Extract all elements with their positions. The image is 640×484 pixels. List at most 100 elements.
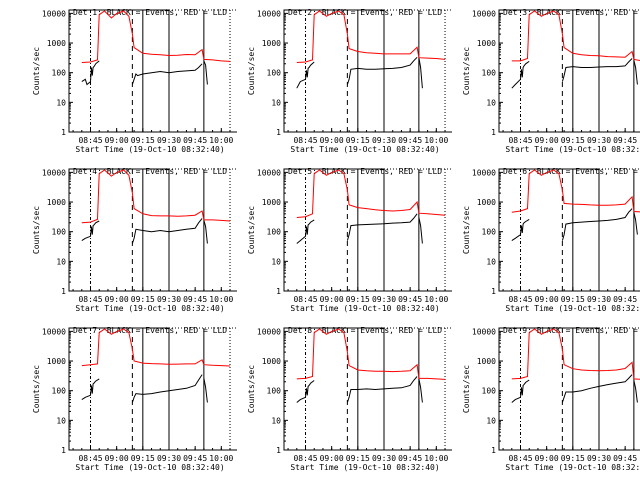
- x-tick-label: 09:45: [183, 295, 207, 304]
- panel-title: Det 4: BLACK = Events, RED = LLD: [73, 167, 227, 176]
- y-tick-label: 1000: [47, 357, 66, 366]
- x-tick-label: 08:45: [293, 295, 317, 304]
- events-series-line-2: [561, 58, 633, 82]
- events-series-line-1: [81, 378, 100, 401]
- x-axis-label: Start Time (19-Oct-10 08:32:40): [505, 145, 640, 154]
- x-tick-label: 08:45: [508, 454, 532, 463]
- y-tick-label: 10: [56, 257, 66, 266]
- x-tick-label: 09:15: [561, 136, 585, 145]
- x-tick-label: 09:45: [183, 136, 207, 145]
- y-tick-label: 10: [486, 257, 496, 266]
- y-tick-label: 1: [61, 287, 66, 296]
- detector-panel-6: 1 10 100 1000 10000 Counts/sec 08:45 09:00 09:15…: [462, 167, 640, 313]
- lld-series-line-4: [511, 328, 640, 380]
- x-tick-label: 09:00: [535, 295, 559, 304]
- detector-panel-9: 1 10 100 1000 10000 Counts/sec 08:45 09:00 09:15…: [462, 326, 640, 472]
- detector-panel-1: 1 10 100 1000 10000 Counts/sec 08:45 09:00 09:15…: [32, 8, 237, 154]
- x-tick-label: 08:45: [78, 295, 102, 304]
- y-axis-label: Counts/sec: [247, 365, 256, 413]
- y-tick-label: 1: [491, 287, 496, 296]
- x-tick-label: 09:00: [320, 295, 344, 304]
- x-axis-label: Start Time (19-Oct-10 08:32:40): [505, 304, 640, 313]
- plot-frame: [498, 9, 600, 133]
- x-axis-label: Start Time (19-Oct-10 08:32:40): [505, 463, 640, 472]
- lld-series-line-4: [511, 10, 640, 62]
- events-series-line-2: [561, 208, 633, 241]
- events-series-line-1: [81, 60, 100, 86]
- x-tick-label: 08:45: [78, 136, 102, 145]
- detector-panel-4: 1 10 100 1000 10000 Counts/sec 08:45 09:00 09:15…: [32, 167, 237, 313]
- y-tick-label: 10000: [42, 168, 66, 177]
- events-series-line-3: [203, 220, 208, 244]
- x-tick-label: 10:00: [424, 295, 448, 304]
- x-tick-label: 09:30: [157, 454, 181, 463]
- plot-frame: [68, 9, 170, 133]
- x-tick-label: 09:45: [613, 295, 637, 304]
- events-series-line-1: [511, 60, 530, 89]
- events-series-line-1: [296, 380, 315, 403]
- panel-title: Det 8: BLACK = Events, RED = LLD: [288, 326, 442, 335]
- panel-title: Det 7: BLACK = Events, RED = LLD: [73, 326, 227, 335]
- events-series-line-2: [346, 56, 418, 85]
- y-tick-label: 100: [267, 228, 282, 237]
- y-tick-label: 1: [276, 446, 281, 455]
- y-tick-label: 1: [491, 446, 496, 455]
- panel-title: Det 5: BLACK = Events, RED = LLD: [288, 167, 442, 176]
- x-tick-label: 09:15: [346, 454, 370, 463]
- y-tick-label: 100: [52, 69, 67, 78]
- y-tick-label: 1000: [477, 39, 496, 48]
- events-series-line-2: [346, 213, 418, 241]
- y-tick-label: 10: [271, 98, 281, 107]
- x-tick-label: 09:45: [398, 454, 422, 463]
- events-series-line-2: [561, 374, 633, 403]
- events-series-line-3: [418, 378, 423, 403]
- lld-series-line-4: [81, 169, 231, 224]
- x-tick-label: 10:00: [209, 136, 233, 145]
- plot-frame: [498, 168, 600, 292]
- y-tick-label: 10000: [257, 9, 281, 18]
- x-tick-label: 10:00: [424, 136, 448, 145]
- lld-series-line-4: [511, 169, 640, 213]
- lld-series-line-4: [81, 328, 231, 367]
- events-series-line-3: [633, 60, 638, 85]
- plot-frame: [68, 327, 170, 451]
- y-tick-label: 1: [276, 287, 281, 296]
- y-axis-label: Counts/sec: [247, 47, 256, 95]
- events-series-line-3: [418, 57, 423, 89]
- y-tick-label: 10: [56, 98, 66, 107]
- x-tick-label: 09:00: [320, 136, 344, 145]
- y-tick-label: 1000: [477, 198, 496, 207]
- x-tick-label: 10:00: [209, 295, 233, 304]
- x-tick-label: 09:45: [613, 136, 637, 145]
- y-tick-label: 10000: [472, 9, 496, 18]
- lld-series-line-4: [296, 10, 446, 63]
- x-tick-label: 10:00: [209, 454, 233, 463]
- events-series-line-3: [203, 378, 208, 403]
- y-axis-label: Counts/sec: [32, 365, 41, 413]
- y-tick-label: 10: [271, 416, 281, 425]
- y-tick-label: 100: [52, 228, 67, 237]
- y-tick-label: 10000: [42, 9, 66, 18]
- events-series-line-1: [511, 379, 530, 403]
- x-tick-label: 09:15: [131, 136, 155, 145]
- y-tick-label: 1000: [47, 198, 66, 207]
- panel-title: Det 2: BLACK = Events, RED = LLD: [288, 8, 442, 17]
- events-series-line-1: [511, 218, 530, 242]
- x-tick-label: 09:15: [346, 136, 370, 145]
- y-tick-label: 1000: [262, 198, 281, 207]
- x-tick-label: 09:45: [613, 454, 637, 463]
- panel-title: Det 1: BLACK = Events, RED = LLD: [73, 8, 227, 17]
- y-axis-label: Counts/sec: [32, 47, 41, 95]
- x-axis-label: Start Time (19-Oct-10 08:32:40): [75, 463, 224, 472]
- events-series-line-3: [633, 380, 638, 403]
- lld-series-line-4: [296, 328, 446, 380]
- y-tick-label: 10000: [472, 168, 496, 177]
- y-axis-label: Counts/sec: [462, 206, 471, 254]
- events-series-line-3: [633, 212, 638, 235]
- plot-frame: [68, 168, 170, 292]
- y-tick-label: 1000: [477, 357, 496, 366]
- detector-panel-2: 1 10 100 1000 10000 Counts/sec 08:45 09:00 09:15…: [247, 8, 452, 154]
- y-tick-label: 10000: [472, 327, 496, 336]
- y-axis-label: Counts/sec: [247, 206, 256, 254]
- plot-frame: [283, 9, 385, 133]
